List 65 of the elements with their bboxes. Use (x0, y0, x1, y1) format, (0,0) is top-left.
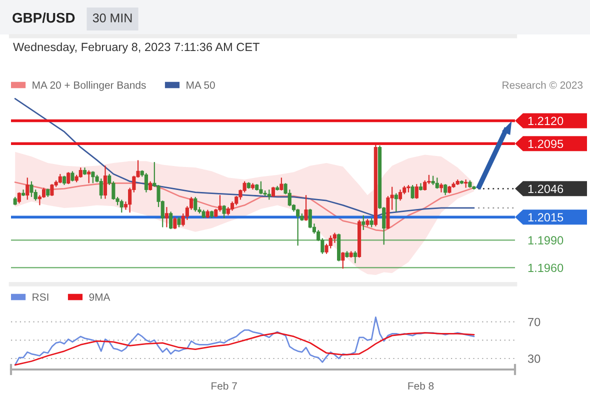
candlestick (439, 182, 444, 193)
candlestick (423, 180, 427, 192)
line-series (14, 316, 475, 366)
candlestick (414, 184, 418, 200)
x-tick-label: Feb 7 (212, 382, 237, 390)
candlestick (230, 200, 234, 212)
candlestick (50, 184, 54, 197)
y-tick-label: 1.2095 (528, 140, 564, 148)
candlestick (17, 192, 21, 204)
y-tick-label: 1.2046 (528, 184, 564, 194)
candlestick (394, 192, 398, 212)
candlestick (66, 172, 70, 185)
candlestick (87, 170, 91, 184)
candlestick (58, 173, 62, 184)
annotation: Research © 2023 (502, 81, 583, 89)
candlestick (26, 177, 30, 200)
candlestick (332, 232, 336, 244)
candlestick (267, 189, 271, 200)
y-tick-label: 1.1990 (528, 236, 564, 245)
candlestick (398, 189, 402, 202)
candlestick (169, 211, 173, 230)
candlestick (194, 196, 198, 212)
y-tick-label: 1.2120 (528, 116, 564, 126)
legend-label: MA 20 + Bollinger Bands (32, 81, 146, 91)
candlestick (431, 175, 435, 186)
candlestick (296, 208, 300, 246)
candlestick (173, 216, 177, 230)
candlestick (42, 187, 46, 198)
candlestick (271, 186, 276, 198)
chart-title: GBP/USD (12, 12, 75, 23)
candlestick (148, 180, 152, 192)
candlestick (120, 199, 124, 214)
candlestick (164, 206, 168, 228)
candlestick (280, 177, 284, 192)
candlestick (410, 184, 414, 200)
text: 30 MIN (92, 14, 132, 22)
candlestick (328, 234, 332, 249)
y-tick-label: 1.2015 (528, 213, 564, 222)
candlestick (362, 214, 366, 231)
candlestick (70, 170, 74, 182)
candlestick (177, 216, 181, 228)
x-tick-label: Feb 8 (408, 382, 434, 390)
candlestick (91, 170, 95, 184)
candlestick (222, 204, 226, 219)
candlestick (353, 250, 357, 264)
candlestick (259, 180, 263, 195)
candlestick (30, 180, 34, 198)
y-tick-label: 30 (528, 354, 540, 363)
legend-label: 9MA (89, 293, 110, 301)
candlestick (144, 172, 148, 193)
candlestick (103, 165, 108, 200)
legend-label: MA 50 (186, 81, 215, 89)
line-series (14, 332, 475, 366)
candlestick (444, 184, 448, 196)
y-tick-label: 1.1960 (528, 264, 564, 272)
candlestick (435, 177, 439, 190)
candlestick (62, 175, 66, 186)
candlestick (304, 194, 308, 222)
chart-subtitle: Wednesday, February 8, 2023 7:11:36 AM CET (13, 42, 260, 54)
candlestick (78, 166, 82, 178)
legend-label: RSI (32, 293, 48, 301)
candlestick (370, 218, 374, 228)
candlestick (99, 178, 103, 200)
y-tick-label: 70 (528, 318, 540, 326)
candlestick (341, 251, 345, 270)
